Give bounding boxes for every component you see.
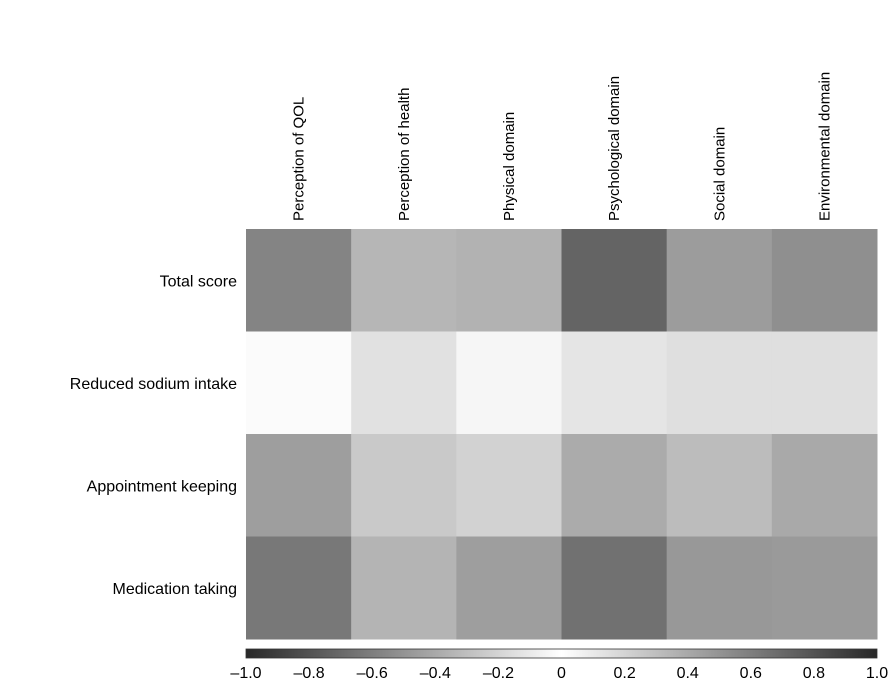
- colorbar: [245, 648, 878, 659]
- row-labels: Total score Reduced sodium intake Appointm…: [70, 273, 237, 598]
- colorbar-gradient: [245, 648, 878, 659]
- heatmap-cell: [246, 229, 352, 332]
- colorbar-tick-label: 0.6: [740, 665, 762, 682]
- column-label: Psychological domain: [606, 76, 623, 221]
- colorbar-tick-label: 1.0: [866, 665, 888, 682]
- row-label: Appointment keeping: [87, 478, 237, 495]
- heatmap-cell: [351, 229, 457, 332]
- heatmap-cell: [771, 434, 878, 537]
- colorbar-tick-labels: –1.0 –0.8 –0.6 –0.4 –0.2 0 0.2 0.4 0.6 0.8 1.0: [230, 665, 888, 682]
- column-label: Physical domain: [501, 112, 518, 221]
- colorbar-tick-label: –1.0: [230, 665, 261, 682]
- heatmap-cell: [456, 331, 562, 435]
- heatmap-cell: [561, 331, 668, 435]
- heatmap-cell: [246, 331, 352, 435]
- colorbar-tick-label: 0.2: [613, 665, 635, 682]
- colorbar-tick-label: –0.2: [483, 665, 514, 682]
- heatmap-cell: [456, 229, 562, 332]
- heatmap-cell: [666, 331, 773, 435]
- colorbar-tick-label: –0.4: [420, 665, 451, 682]
- heatmap-cells: [246, 229, 878, 640]
- heatmap-cell: [561, 229, 668, 332]
- column-label: Environmental domain: [816, 72, 833, 221]
- heatmap-cell: [456, 434, 562, 537]
- heatmap-cell: [561, 434, 668, 537]
- heatmap-cell: [771, 331, 878, 435]
- row-label: Medication taking: [112, 581, 237, 598]
- column-label: Perception of QOL: [291, 97, 308, 221]
- colorbar-tick-label: –0.8: [294, 665, 325, 682]
- heatmap-cell: [351, 434, 457, 537]
- heatmap-cell: [666, 536, 773, 640]
- row-label: Total score: [160, 273, 237, 290]
- column-label: Perception of health: [396, 88, 413, 221]
- heatmap-cell: [351, 331, 457, 435]
- column-label: Social domain: [711, 127, 728, 221]
- heatmap-cell: [351, 536, 457, 640]
- heatmap-cell: [666, 229, 773, 332]
- heatmap-cell: [666, 434, 773, 537]
- heatmap-cell: [771, 229, 878, 332]
- heatmap-cell: [771, 536, 878, 640]
- row-label: Reduced sodium intake: [70, 376, 237, 393]
- colorbar-tick-label: 0.8: [803, 665, 825, 682]
- heatmap-cell: [456, 536, 562, 640]
- colorbar-tick-label: –0.6: [357, 665, 388, 682]
- column-labels: Perception of QOL Perception of health Phy…: [291, 72, 834, 221]
- colorbar-tick-label: 0: [557, 665, 566, 682]
- heatmap-cell: [561, 536, 668, 640]
- heatmap-cell: [246, 434, 352, 537]
- colorbar-tick-label: 0.4: [677, 665, 699, 682]
- heatmap-cell: [246, 536, 352, 640]
